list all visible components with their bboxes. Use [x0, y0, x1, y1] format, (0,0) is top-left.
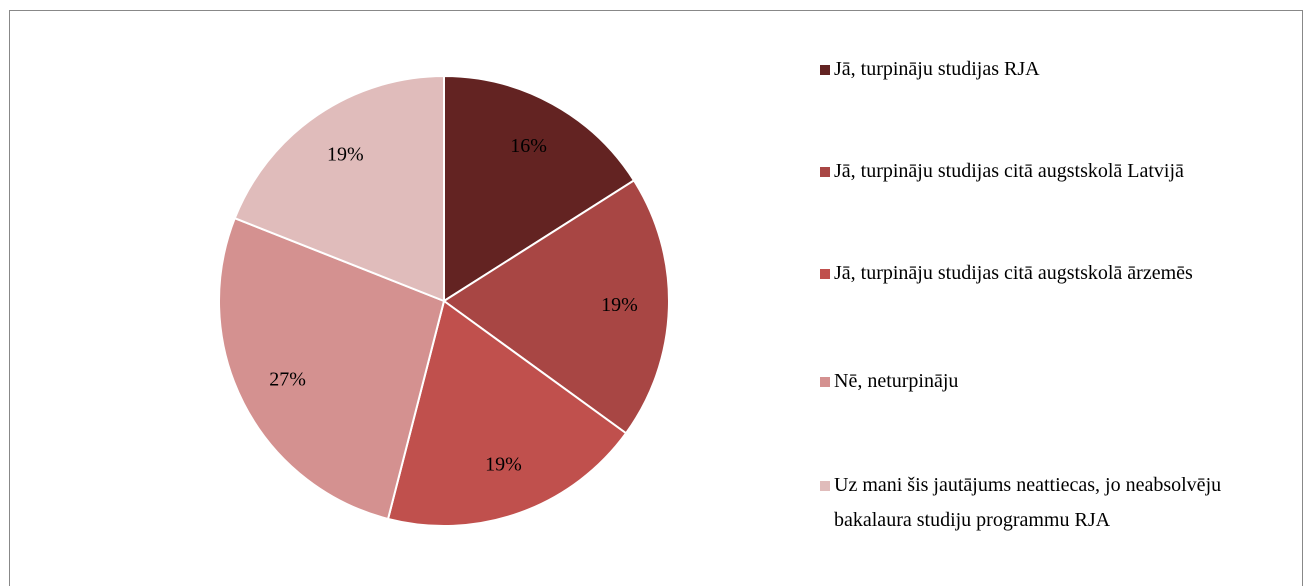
legend-label: Jā, turpināju studijas RJA — [834, 58, 1040, 80]
legend-item: Jā, turpināju studijas citā augstskolā ā… — [820, 256, 1270, 291]
pie-slice — [218, 216, 446, 521]
legend-item: Nē, neturpināju — [820, 364, 1270, 399]
data-label: 16% — [510, 135, 547, 157]
pie-slice — [443, 74, 636, 303]
legend-item: Jā, turpināju studijas citā augstskolā L… — [820, 154, 1270, 189]
legend-label: Jā, turpināju studijas citā augstskolā L… — [834, 160, 1184, 182]
data-label: 19% — [485, 454, 522, 476]
pie-slice — [386, 299, 628, 527]
legend-item: Jā, turpināju studijas RJA — [820, 52, 1270, 87]
data-label: 27% — [269, 368, 306, 390]
legend-label: Jā, turpināju studijas citā augstskolā ā… — [834, 262, 1193, 284]
legend-swatch — [820, 377, 830, 387]
legend-swatch — [820, 481, 830, 491]
pie-slice — [233, 74, 445, 303]
legend-label: Nē, neturpināju — [834, 370, 959, 392]
pie-slice — [442, 179, 670, 435]
legend-swatch — [820, 269, 830, 279]
data-label: 19% — [327, 143, 364, 165]
legend-swatch — [820, 65, 830, 75]
data-label: 19% — [601, 294, 638, 316]
legend-item: Uz mani šis jautājums neattiecas, jo nea… — [820, 468, 1270, 538]
legend-label: Uz mani šis jautājums neattiecas, jo nea… — [834, 474, 1222, 531]
legend-swatch — [820, 167, 830, 177]
